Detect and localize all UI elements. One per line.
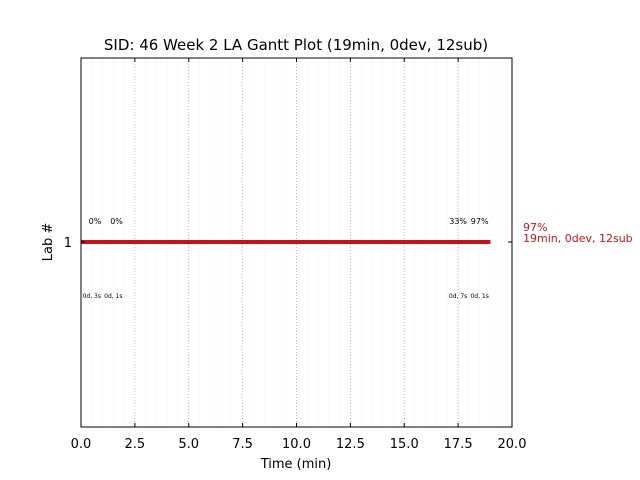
x-tick-label: 5.0 [178,437,199,452]
x-tick-label: 17.5 [444,437,473,452]
percent-annotation: 33% [449,217,467,226]
duration-annotation: 0d, 3s [83,293,101,300]
bar-summary: 97%19min, 0dev, 12sub [523,221,633,245]
bar-summary-text: 19min, 0dev, 12sub [523,232,633,245]
percent-annotation: 0% [89,217,102,226]
duration-annotation: 0d, 1s [470,293,488,300]
bar-summary-pct: 97% [523,221,547,234]
x-tick-label: 15.0 [390,437,419,452]
x-tick-label: 10.0 [282,437,311,452]
percent-annotation: 97% [471,217,489,226]
duration-annotation: 0d, 1s [104,293,122,300]
x-tick-label: 12.5 [336,437,365,452]
y-axis-ticks: 1 [64,236,512,251]
annotations-layer: 0% 0% 33% 97%0d, 3s 0d, 1s 0d, 7s 0d, 1s [83,217,489,300]
y-axis-label: Lab # [41,223,56,262]
x-tick-label: 7.5 [232,437,253,452]
x-tick-label: 0.0 [71,437,92,452]
duration-annotation: 0d, 7s [449,293,467,300]
y-tick-label: 1 [64,236,72,251]
percent-annotation: 0% [110,217,123,226]
x-axis-ticks: 0.0 2.5 5.0 7.5 10.0 12.5 15.0 17.5 20.0 [71,58,527,452]
x-tick-label: 2.5 [125,437,146,452]
x-axis-label: Time (min) [260,457,332,472]
chart-title: SID: 46 Week 2 LA Gantt Plot (19min, 0de… [104,36,488,54]
x-tick-label: 20.0 [498,437,527,452]
